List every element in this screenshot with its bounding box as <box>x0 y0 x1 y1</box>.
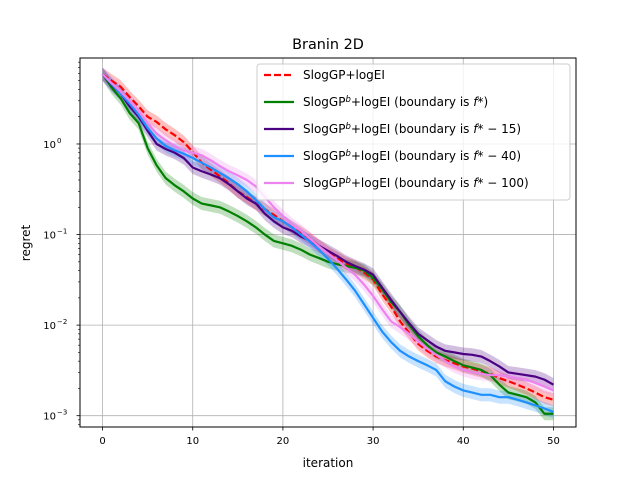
x-tick-label: 40 <box>457 436 470 447</box>
legend-label-0: SlogGP+logEI <box>303 68 385 82</box>
x-tick-label: 30 <box>367 436 380 447</box>
series-line-2 <box>101 73 554 386</box>
chart-title: Branin 2D <box>292 37 364 53</box>
series-line-1 <box>101 73 554 415</box>
y-tick-exponent: 0 <box>57 137 61 145</box>
x-tick-label: 20 <box>277 436 290 447</box>
x-tick-label: 50 <box>547 436 560 447</box>
legend-box <box>256 63 571 201</box>
y-tick-label: 10 <box>43 412 56 423</box>
y-tick-exponent: −2 <box>57 318 67 326</box>
y-tick-label: 10 <box>43 140 56 151</box>
y-axis-label: regret <box>19 224 33 261</box>
series-lines <box>101 73 554 415</box>
legend-label-4: SlogGPb+logEI (boundary is f* − 100) <box>303 176 529 190</box>
y-tick-exponent: −1 <box>57 228 67 236</box>
series-line-4 <box>101 73 554 392</box>
y-tick-label: 10 <box>43 231 56 242</box>
legend-label-2: SlogGPb+logEI (boundary is f* − 15) <box>303 122 521 136</box>
series-line-3 <box>101 73 554 413</box>
y-tick-label: 10 <box>43 321 56 332</box>
plot-frame <box>79 57 577 428</box>
legend-label-1: SlogGPb+logEI (boundary is f*) <box>303 95 488 109</box>
x-axis-label: iteration <box>303 456 354 470</box>
x-tick-label: 0 <box>99 436 105 447</box>
y-tick-exponent: −3 <box>57 409 67 417</box>
legend: SlogGP+logEI SlogGPb+logEI (boundary is f… <box>256 63 571 201</box>
x-tick-label: 10 <box>186 436 199 447</box>
legend-label-3: SlogGPb+logEI (boundary is f* − 40) <box>303 149 521 163</box>
